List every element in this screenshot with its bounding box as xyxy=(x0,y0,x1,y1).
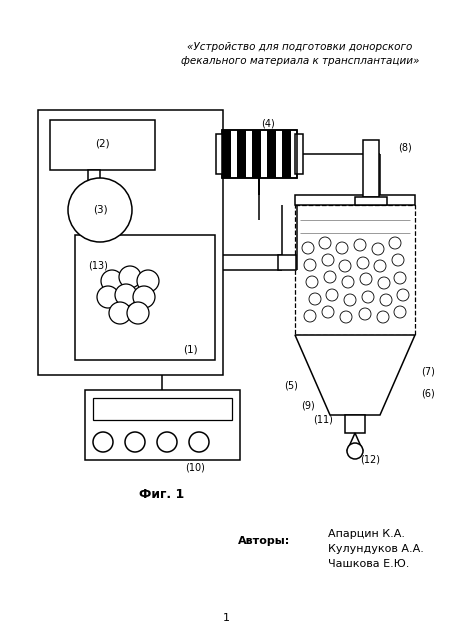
Circle shape xyxy=(361,291,373,303)
Bar xyxy=(362,140,378,197)
Circle shape xyxy=(301,242,313,254)
Bar xyxy=(267,130,276,178)
Circle shape xyxy=(341,276,353,288)
Circle shape xyxy=(377,277,389,289)
Text: (3): (3) xyxy=(92,205,107,215)
Circle shape xyxy=(119,266,141,288)
Circle shape xyxy=(376,311,388,323)
Circle shape xyxy=(325,289,337,301)
Text: Апарцин К.А.: Апарцин К.А. xyxy=(327,529,404,539)
Circle shape xyxy=(318,237,330,249)
Bar xyxy=(344,415,364,433)
Circle shape xyxy=(308,293,320,305)
Circle shape xyxy=(156,432,177,452)
Circle shape xyxy=(97,286,119,308)
Circle shape xyxy=(304,310,315,322)
Text: Чашкова Е.Ю.: Чашкова Е.Ю. xyxy=(327,559,409,569)
Text: (1): (1) xyxy=(182,345,197,355)
Circle shape xyxy=(379,294,391,306)
Text: (9): (9) xyxy=(300,401,314,411)
Circle shape xyxy=(356,257,368,269)
Bar xyxy=(85,390,239,460)
Bar xyxy=(88,170,100,185)
Circle shape xyxy=(133,286,155,308)
Bar xyxy=(281,130,290,178)
Text: «Устройство для подготовки донорского: «Устройство для подготовки донорского xyxy=(187,42,412,52)
Circle shape xyxy=(358,308,370,320)
Text: (2): (2) xyxy=(94,139,109,149)
Polygon shape xyxy=(295,335,414,415)
Circle shape xyxy=(137,270,159,292)
Text: (8): (8) xyxy=(397,143,411,153)
Circle shape xyxy=(101,270,123,292)
Circle shape xyxy=(343,294,355,306)
Circle shape xyxy=(304,259,315,271)
Bar xyxy=(221,130,296,178)
Circle shape xyxy=(68,178,132,242)
Text: Фиг. 1: Фиг. 1 xyxy=(139,488,184,502)
Circle shape xyxy=(115,284,137,306)
Text: (12): (12) xyxy=(359,454,379,464)
Circle shape xyxy=(346,443,362,459)
Circle shape xyxy=(321,254,333,266)
Circle shape xyxy=(335,242,347,254)
Bar xyxy=(277,255,295,270)
Circle shape xyxy=(393,272,405,284)
Circle shape xyxy=(373,260,385,272)
Circle shape xyxy=(127,302,149,324)
Text: (7): (7) xyxy=(420,367,434,377)
Text: (4): (4) xyxy=(261,118,274,128)
Circle shape xyxy=(391,254,403,266)
Circle shape xyxy=(371,243,383,255)
Text: фекального материала к трансплантации»: фекального материала к трансплантации» xyxy=(180,56,418,66)
Bar xyxy=(221,130,296,178)
Bar xyxy=(236,130,245,178)
Text: (11): (11) xyxy=(313,415,332,425)
Text: (13): (13) xyxy=(88,260,108,270)
Bar xyxy=(295,195,414,205)
Circle shape xyxy=(189,432,208,452)
Text: (10): (10) xyxy=(184,462,204,472)
Text: (5): (5) xyxy=(283,380,297,390)
Text: (6): (6) xyxy=(420,388,434,398)
Circle shape xyxy=(305,276,318,288)
Circle shape xyxy=(339,311,351,323)
Circle shape xyxy=(388,237,400,249)
Circle shape xyxy=(321,306,333,318)
Bar xyxy=(38,110,222,375)
Circle shape xyxy=(109,302,131,324)
Bar xyxy=(93,398,231,420)
Bar xyxy=(216,134,224,174)
Circle shape xyxy=(338,260,350,272)
Circle shape xyxy=(396,289,408,301)
Bar xyxy=(50,120,155,170)
Bar xyxy=(295,205,414,335)
Circle shape xyxy=(323,271,335,283)
Bar xyxy=(295,134,302,174)
Bar xyxy=(354,197,386,205)
Circle shape xyxy=(359,273,371,285)
Circle shape xyxy=(353,239,365,251)
Text: 1: 1 xyxy=(222,613,229,623)
Text: Кулундуков А.А.: Кулундуков А.А. xyxy=(327,544,423,554)
Bar xyxy=(75,235,215,360)
Text: Авторы:: Авторы: xyxy=(238,536,290,546)
Circle shape xyxy=(125,432,145,452)
Circle shape xyxy=(93,432,113,452)
Polygon shape xyxy=(346,433,362,451)
Bar xyxy=(221,130,230,178)
Circle shape xyxy=(393,306,405,318)
Bar xyxy=(252,130,260,178)
